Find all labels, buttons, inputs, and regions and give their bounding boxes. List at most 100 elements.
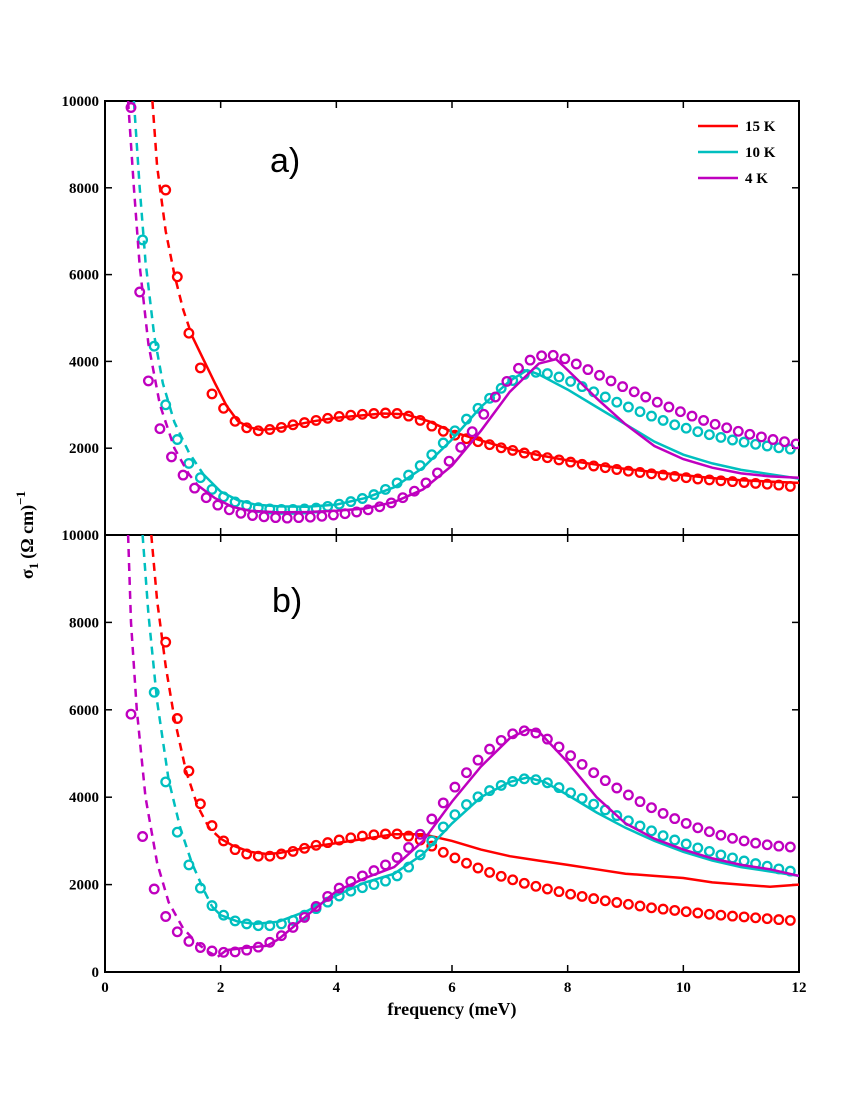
series-10k-marker (669, 419, 681, 431)
series-15k-marker (703, 474, 715, 486)
series-15k-marker (773, 479, 785, 491)
series-10k-marker (495, 779, 507, 791)
x-tick-label: 4 (333, 980, 341, 996)
series-4k-marker (686, 410, 698, 422)
series-4k-marker (218, 946, 230, 958)
series-4k-marker (518, 725, 530, 737)
series-10k-marker (727, 852, 738, 864)
y-tick-label: 4000 (69, 790, 99, 806)
series-4k-marker (125, 708, 137, 720)
series-4k-marker (380, 859, 391, 871)
series-10k-marker (391, 477, 403, 489)
series-10k-marker (541, 368, 553, 380)
series-10k-marker (472, 402, 484, 414)
series-15k-marker (345, 832, 357, 844)
series-15k-marker (495, 442, 507, 454)
series-10k-dashed-line (132, 101, 205, 475)
series-4k-marker (397, 492, 409, 504)
series-4k-marker (374, 501, 386, 513)
series-15k-marker (576, 458, 588, 470)
series-15k-marker (472, 862, 484, 874)
series-4k-marker (617, 381, 629, 393)
panel-a-frame (104, 100, 800, 536)
series-15k-marker (194, 362, 206, 374)
series-15k-marker (715, 909, 727, 921)
series-15k-marker (310, 839, 322, 851)
series-4k-marker (750, 837, 762, 849)
series-15k-marker (333, 834, 345, 846)
series-4k-marker (241, 944, 253, 956)
series-15k-dashed-line (151, 101, 193, 336)
series-4k-marker (443, 455, 455, 467)
series-10k-marker (183, 457, 195, 469)
series-15k-marker (252, 425, 264, 437)
series-10k-marker (437, 437, 449, 449)
series-4k-marker (651, 396, 663, 408)
series-10k-marker (773, 863, 785, 875)
series-10k-marker (680, 838, 692, 850)
series-15k-marker (761, 478, 773, 490)
series-10k-marker (461, 799, 472, 811)
series-4k-marker (646, 802, 657, 814)
y-tick-label: 8000 (69, 181, 99, 197)
legend: 15 K 10 K 4 K (698, 119, 776, 187)
series-15k-marker (784, 914, 796, 926)
series-10k-marker (449, 425, 461, 437)
series-4k-marker (200, 492, 212, 504)
panel-a: 2000 4000 6000 8000 10000 a) 15 K 10 K 4 K (62, 94, 800, 536)
series-4k-marker (489, 391, 501, 403)
series-15k-marker (356, 408, 368, 420)
series-4k-marker (744, 428, 756, 440)
series-4k-marker (432, 467, 443, 479)
series-10k-marker (715, 849, 727, 861)
series-15k-marker (368, 829, 380, 841)
series-4k-marker (536, 350, 548, 362)
series-10k-marker (553, 782, 565, 794)
series-15k-marker (472, 436, 484, 448)
series-10k-marker (472, 791, 484, 803)
series-15k-marker (414, 414, 426, 426)
series-10k-marker (715, 431, 727, 443)
series-15k-marker (287, 845, 299, 857)
series-4k-solid-line (196, 357, 799, 514)
series-4k-marker (727, 832, 738, 844)
series-10k-marker (368, 879, 380, 891)
series-4k-marker (223, 504, 235, 516)
y-axis-label-subscript: 1 (26, 563, 41, 570)
series-10k-marker (576, 381, 588, 393)
series-15k-marker (541, 883, 553, 895)
series-10k-marker (403, 861, 415, 873)
series-4k-marker (767, 434, 779, 445)
series-10k-marker (368, 489, 380, 501)
series-4k-marker (403, 842, 415, 853)
series-10k-marker (773, 442, 785, 454)
series-10k-marker (565, 787, 577, 799)
series-4k-marker (622, 789, 634, 801)
series-4k-marker (761, 839, 773, 851)
series-10k-marker (426, 449, 438, 461)
series-15k-marker (669, 470, 681, 482)
series-10k-marker (241, 918, 253, 930)
series-15k-marker (194, 798, 206, 810)
series-4k-marker (634, 796, 646, 808)
series-4k-marker (194, 942, 206, 953)
series-10k-marker (171, 826, 183, 838)
series-4k-marker (501, 375, 513, 387)
series-15k-marker (206, 388, 218, 400)
series-15k-marker (380, 828, 391, 840)
series-10k-marker (426, 835, 438, 847)
series-10k-marker (356, 882, 368, 894)
series-15k-marker (669, 904, 681, 916)
series-4k-marker (779, 436, 790, 448)
series-4k-marker (547, 349, 559, 361)
series-4k-marker (559, 353, 571, 365)
series-15k-marker (206, 820, 218, 832)
y-axis-label-unit: (Ω cm) (17, 505, 38, 559)
series-10k-marker (703, 845, 715, 857)
series-10k-marker (148, 340, 160, 352)
legend-label-15k: 15 K (745, 119, 776, 135)
x-axis-label: frequency (meV) (387, 999, 516, 1020)
series-15k-marker (437, 846, 449, 858)
series-4k-marker (206, 945, 218, 957)
panel-a-y-ticks: 2000 4000 6000 8000 10000 (62, 94, 799, 457)
